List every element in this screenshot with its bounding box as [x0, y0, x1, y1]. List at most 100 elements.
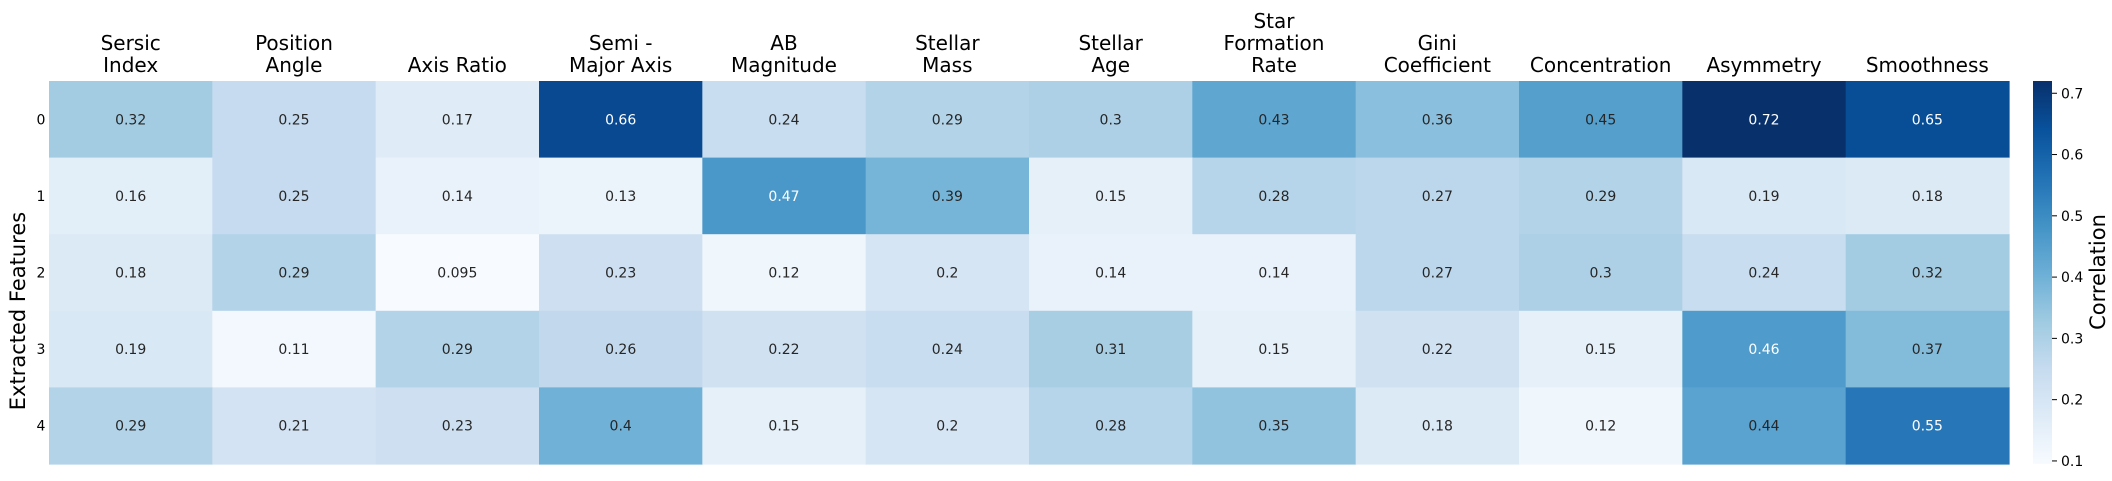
cell-value-label: 0.65 — [1912, 112, 1943, 128]
cell-value-label: 0.36 — [1422, 112, 1453, 128]
cell-value-label: 0.32 — [115, 112, 146, 128]
colorbar-tick-label: 0.7 — [2061, 86, 2083, 102]
colorbar-ticks: 0.1 0.2 0.3 0.4 0.5 0.6 0.7 — [2052, 86, 2083, 470]
cell-value-label: 0.39 — [932, 189, 963, 205]
cell-value-label: 0.15 — [1258, 342, 1289, 358]
cell-value-label: 0.24 — [932, 342, 963, 358]
heatmap-cell — [702, 387, 867, 465]
colorbar-tick-label: 0.5 — [2061, 209, 2083, 225]
heatmap-cell — [1519, 234, 1683, 312]
cell-value-label: 0.29 — [442, 342, 473, 358]
cell-value-label: 0.18 — [115, 266, 146, 282]
heatmap-cell — [702, 310, 867, 388]
cell-value-label: 0.4 — [610, 419, 632, 435]
cell-value-label: 0.29 — [115, 419, 146, 435]
row-label: 1 — [37, 189, 46, 205]
heatmap-cell — [212, 234, 377, 312]
cell-value-label: 0.35 — [1258, 419, 1289, 435]
heatmap-cell — [1029, 387, 1193, 465]
heatmap-cell — [702, 81, 867, 159]
cell-value-label: 0.14 — [442, 189, 473, 205]
column-labels: Sersic Index Position Angle Axis Ratio Semi -… — [101, 9, 1989, 77]
column-label: Sersic Index — [101, 31, 161, 77]
heatmap-cell — [539, 157, 703, 235]
cell-value-label: 0.11 — [278, 342, 309, 358]
cell-value-label: 0.27 — [1422, 266, 1453, 282]
cell-value-label: 0.23 — [605, 266, 636, 282]
heatmap-cell — [1845, 157, 2010, 235]
heatmap-cell — [865, 234, 1030, 312]
row-label: 4 — [37, 419, 46, 435]
heatmap-cell — [49, 310, 213, 388]
heatmap-cell — [1192, 387, 1357, 465]
heatmap-cell — [865, 387, 1030, 465]
heatmap-cell — [375, 234, 540, 312]
heatmap-cell — [1682, 234, 1847, 312]
column-label: Axis Ratio — [408, 53, 507, 77]
cell-value-label: 0.21 — [278, 419, 309, 435]
heatmap-cell — [49, 81, 213, 159]
heatmap-cell — [1682, 157, 1847, 235]
cell-value-label: 0.28 — [1095, 419, 1126, 435]
column-label: Stellar Age — [1078, 31, 1143, 77]
cell-value-label: 0.26 — [605, 342, 636, 358]
column-label: Semi -Major Axis — [569, 31, 672, 77]
heatmap-cell — [212, 310, 377, 388]
cell-value-label: 0.14 — [1095, 266, 1126, 282]
row-label: 2 — [37, 266, 46, 282]
heatmap-cell — [1029, 234, 1193, 312]
cell-value-label: 0.29 — [932, 112, 963, 128]
cell-value-label: 0.47 — [768, 189, 799, 205]
heatmap-cell — [49, 387, 213, 465]
heatmap-cell — [1192, 81, 1357, 159]
heatmap-cell — [1355, 157, 1520, 235]
cell-value-label: 0.19 — [1748, 189, 1779, 205]
colorbar-tick-label: 0.1 — [2061, 454, 2083, 470]
colorbar-gradient — [2033, 81, 2052, 464]
cell-value-label: 0.19 — [115, 342, 146, 358]
column-label: Stellar Mass — [915, 31, 980, 77]
cell-value-label: 0.28 — [1258, 189, 1289, 205]
heatmap-cell — [1519, 387, 1683, 465]
cell-value-label: 0.31 — [1095, 342, 1126, 358]
cell-value-label: 0.44 — [1748, 419, 1779, 435]
cell-value-label: 0.095 — [437, 266, 477, 282]
column-label: Concentration — [1530, 53, 1671, 77]
heatmap-cell — [1029, 157, 1193, 235]
heatmap-cell — [539, 387, 703, 465]
heatmap-cell — [1845, 387, 2010, 465]
heatmap-cell — [375, 157, 540, 235]
heatmap-cell — [1682, 387, 1847, 465]
colorbar-tick-label: 0.2 — [2061, 393, 2083, 409]
cell-value-label: 0.27 — [1422, 189, 1453, 205]
cell-value-label: 0.2 — [936, 419, 958, 435]
cell-value-label: 0.12 — [768, 266, 799, 282]
heatmap-cell — [49, 234, 213, 312]
cell-value-label: 0.15 — [1585, 342, 1616, 358]
row-label: 0 — [37, 112, 46, 128]
cell-value-label: 0.55 — [1912, 419, 1943, 435]
heatmap-cell — [1192, 310, 1357, 388]
heatmap-cell — [865, 81, 1030, 159]
cell-value-label: 0.22 — [768, 342, 799, 358]
cell-value-label: 0.72 — [1748, 112, 1779, 128]
heatmap-cells: 0.32 0.25 0.17 0.66 0.24 0.29 0.3 0.43 0.36 0.45 0… — [49, 81, 2010, 465]
heatmap-cell — [1519, 310, 1683, 388]
heatmap-cell — [212, 157, 377, 235]
heatmap-cell — [1029, 310, 1193, 388]
heatmap-cell — [1355, 310, 1520, 388]
heatmap-cell — [375, 81, 540, 159]
cell-value-label: 0.29 — [278, 266, 309, 282]
heatmap-cell — [1845, 310, 2010, 388]
cell-value-label: 0.18 — [1422, 419, 1453, 435]
cell-value-label: 0.46 — [1748, 342, 1779, 358]
row-labels: 0 1 2 3 4 — [37, 112, 46, 434]
heatmap-cell — [539, 234, 703, 312]
cell-value-label: 0.25 — [278, 112, 309, 128]
cell-value-label: 0.17 — [442, 112, 473, 128]
cell-value-label: 0.2 — [936, 266, 958, 282]
cell-value-label: 0.13 — [605, 189, 636, 205]
colorbar — [2033, 81, 2052, 464]
heatmap-cell — [1192, 234, 1357, 312]
heatmap-cell — [1192, 157, 1357, 235]
